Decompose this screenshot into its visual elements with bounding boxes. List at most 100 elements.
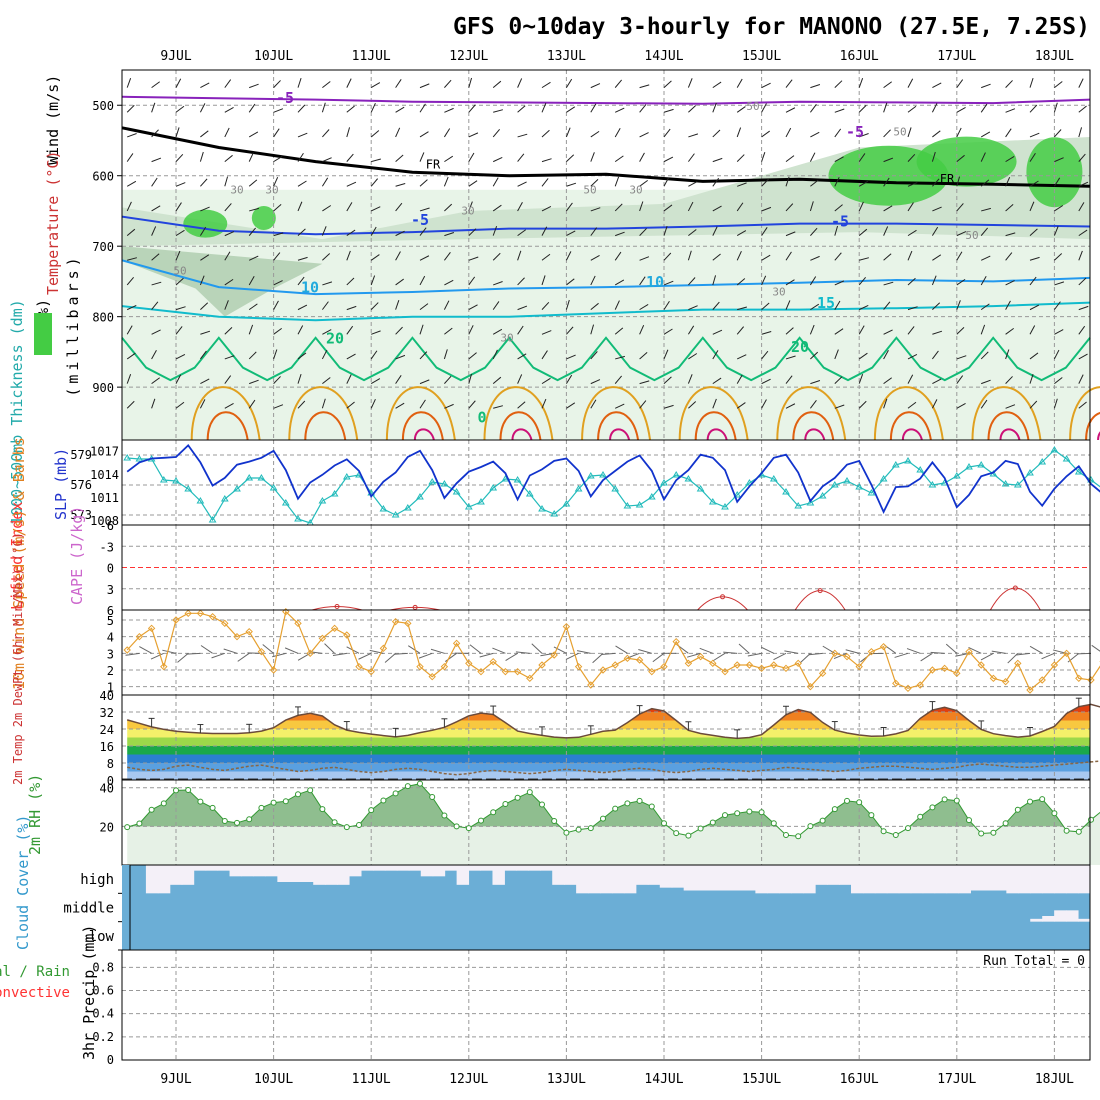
cloud-high-clear — [1018, 865, 1031, 894]
thickness-marker — [867, 489, 876, 496]
rh-moist-area — [183, 209, 228, 238]
wind-barb — [834, 404, 845, 409]
date-label-bottom: 13JUL — [547, 1072, 586, 1087]
wind-barb — [297, 400, 306, 409]
wind-barb — [907, 250, 913, 261]
cloud-high-clear — [839, 865, 852, 885]
rh-contour-label: 50 — [173, 264, 186, 277]
cloud-high-clear — [850, 865, 864, 894]
isotherm-line — [121, 336, 1091, 382]
rh-marker — [368, 807, 375, 814]
wind-barb — [712, 177, 720, 187]
wind-barb — [541, 158, 552, 163]
isotherm-loop — [706, 428, 728, 441]
rh-marker — [844, 797, 850, 804]
wind-barb — [712, 350, 719, 360]
wind-barb — [517, 181, 527, 187]
wind-barb — [810, 303, 820, 311]
wind-barb — [663, 156, 674, 163]
wind-barb-10m — [223, 648, 238, 654]
cloud-high-clear — [540, 865, 553, 871]
wind-barb — [199, 151, 204, 162]
wind-barb — [980, 324, 986, 335]
rh-marker — [587, 825, 594, 832]
wind-barb — [687, 325, 695, 335]
wind-barb-10m — [760, 646, 775, 654]
wind-barb — [419, 131, 429, 138]
cloud-high-clear — [492, 865, 505, 885]
wind-barb — [151, 226, 157, 236]
rh-contour-label: 30 — [772, 286, 785, 299]
temp-contour-label: -5 — [276, 89, 294, 107]
thickness-marker — [904, 457, 912, 464]
rh-marker — [636, 797, 643, 804]
wind-barb — [395, 202, 403, 212]
wind-barb — [248, 351, 257, 360]
wind-barb — [297, 77, 302, 88]
thickness-marker — [281, 499, 290, 506]
wind-barb — [273, 349, 278, 360]
wind-barb — [736, 230, 747, 237]
wind-barb — [932, 302, 941, 310]
wind-barb — [517, 374, 523, 384]
wind-barb — [566, 230, 576, 237]
wind-barb — [468, 180, 478, 187]
wind-barb — [834, 156, 844, 163]
wind-ylabel: 10m Wind Speed (m/s) & Barbs — [10, 437, 28, 690]
wind-barb — [1053, 226, 1059, 236]
wind-speed-marker — [562, 622, 571, 631]
rh-marker — [917, 813, 924, 820]
wind-barb — [224, 375, 232, 384]
wind-barb — [590, 255, 600, 261]
wind-barb — [736, 202, 744, 212]
wind-speed-marker — [184, 609, 192, 618]
wind-barb — [590, 207, 601, 212]
ylabel-wind10: 10m Wind Speed (m/s) & Barbs — [10, 437, 28, 690]
thickness-marker — [684, 475, 693, 482]
wind-barb-10m — [150, 652, 165, 660]
wind-barb — [1054, 281, 1065, 286]
wind-speed-marker — [794, 659, 802, 668]
wind-barb-10m — [139, 646, 152, 654]
rh-marker — [722, 812, 728, 819]
wind-barb — [590, 152, 595, 162]
wind-barb-10m — [576, 650, 591, 654]
wind-barb — [736, 278, 746, 286]
wind-barb — [907, 153, 916, 162]
wind-barb — [907, 401, 917, 409]
precip-ylabel: 3hr Precip (mm) — [80, 925, 98, 1060]
isotherm-loop — [999, 428, 1021, 441]
wind-barb — [346, 127, 351, 138]
wind-barb — [346, 305, 357, 311]
thickness-marker — [952, 472, 961, 479]
wind-barb — [126, 153, 134, 162]
wind-barb — [297, 104, 306, 113]
cloud-high-clear — [994, 865, 1007, 891]
isotherm-loop — [499, 411, 542, 441]
wind-barb — [883, 205, 893, 212]
wind-barb — [590, 399, 597, 409]
wind-barb — [639, 380, 650, 385]
temp-color-band — [127, 737, 1090, 746]
slp-tick-label: 1017 — [90, 445, 119, 459]
wind-speed-marker — [1062, 649, 1071, 658]
wind-barb — [1078, 305, 1089, 311]
rh-marker — [514, 794, 521, 801]
rh-contour-label: 30 — [629, 183, 642, 196]
wind-barb-10m — [945, 643, 958, 654]
ytick-label: 500 — [92, 99, 114, 113]
wind-barb — [249, 379, 259, 385]
isotherm-loop — [288, 386, 359, 441]
wind-barb — [224, 231, 235, 237]
wind-speed-marker — [1038, 676, 1046, 684]
wind-barb — [1005, 156, 1015, 163]
rh-marker — [380, 797, 387, 804]
wind-barb — [566, 182, 577, 187]
wind-barb — [565, 299, 570, 310]
thickness-marker — [623, 502, 632, 509]
rh-marker — [661, 820, 667, 827]
cloud-high-clear — [898, 865, 912, 894]
rh-marker — [892, 832, 899, 839]
precip-tick-label: 0.2 — [92, 1030, 114, 1044]
wind-barb — [712, 81, 722, 89]
